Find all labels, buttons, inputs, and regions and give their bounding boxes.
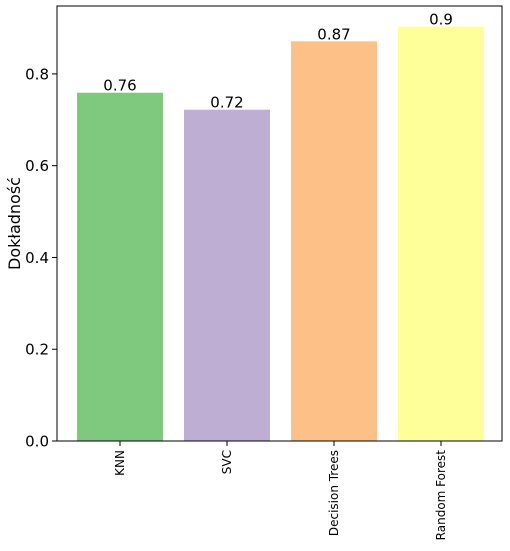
x-ticks-group: KNN SVC Decision Trees Random Forest: [113, 441, 448, 540]
bar-random-forest: [398, 26, 484, 441]
y-tick-label: 0.6: [25, 157, 49, 175]
x-tick-label-decision-trees: Decision Trees: [327, 450, 341, 536]
y-axis-label: Dokładność: [5, 177, 24, 270]
bar-value-label-random-forest: 0.9: [429, 11, 453, 29]
bar-value-label-svc: 0.72: [210, 94, 243, 112]
bar-value-label-decision-trees: 0.87: [317, 25, 350, 43]
y-ticks-group: 0.0 0.2 0.4 0.6 0.8: [25, 65, 57, 451]
bar-value-labels-group: 0.76 0.72 0.87 0.9: [103, 11, 453, 112]
y-tick-label: 0.8: [25, 65, 49, 83]
x-tick-label-random-forest: Random Forest: [434, 450, 448, 541]
bar-svc: [184, 109, 270, 442]
bars-group: [77, 26, 484, 442]
bar-knn: [77, 92, 163, 442]
x-tick-label-svc: SVC: [220, 450, 234, 474]
y-tick-label: 0.4: [25, 249, 49, 267]
y-tick-label: 0.2: [25, 341, 49, 359]
axes-frame: [56, 5, 503, 442]
bar-value-label-knn: 0.76: [103, 77, 136, 95]
x-tick-label-knn: KNN: [113, 450, 127, 476]
bar-decision-trees: [291, 41, 377, 442]
y-tick-label: 0.0: [25, 433, 49, 451]
